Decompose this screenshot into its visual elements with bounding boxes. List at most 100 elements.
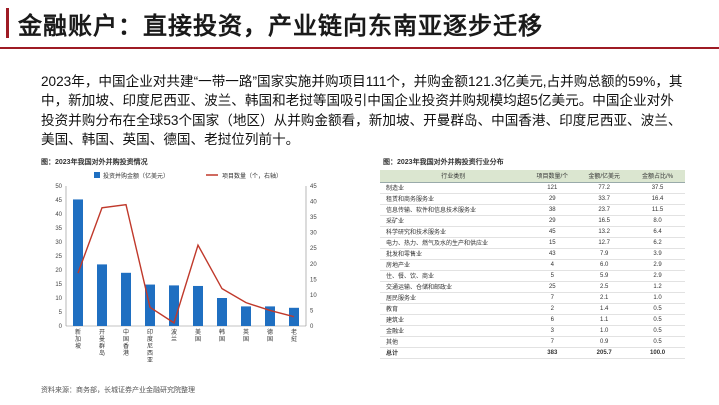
y-tick-right: 25	[310, 246, 317, 252]
table-cell: 16.5	[578, 215, 631, 227]
table-cell: 7.9	[578, 248, 631, 260]
bar	[193, 285, 203, 326]
bar	[169, 285, 179, 326]
y-tick-left: 40	[55, 212, 62, 218]
combo-chart: 投资并购金额（亿美元） 项目数量（个，右轴） 0 5 10 15 20 25 30 35 40 4…	[55, 172, 317, 364]
table-cell: 房地产业	[380, 259, 527, 271]
table-cell: 100.0	[630, 346, 685, 359]
table-cell: 6.4	[630, 226, 685, 238]
table-cell: 13.2	[578, 226, 631, 238]
table-row: 住、餐、饮、商业 5 5.9 2.9	[380, 270, 685, 282]
table-cell: 采矿业	[380, 215, 527, 227]
table-row: 科学研究和技术服务业 45 13.2 6.4	[380, 226, 685, 238]
table-cell: 交通运输、仓储和邮政业	[380, 281, 527, 293]
table-cell: 1.2	[630, 281, 685, 293]
y-tick-left: 20	[55, 268, 62, 274]
table-cell: 6	[526, 314, 579, 326]
bar	[289, 307, 299, 326]
table-cell: 0.5	[630, 303, 685, 315]
y-tick-left: 35	[55, 226, 62, 232]
y-tick-left: 0	[59, 324, 63, 330]
x-tick-label: 老挝	[291, 328, 297, 343]
table-row: 交通运输、仓储和邮政业 25 2.5 1.2	[380, 281, 685, 293]
table-cell: 7	[526, 292, 579, 304]
table-row: 房地产业 4 6.0 2.9	[380, 259, 685, 271]
chart-axes: 0 5 10 15 20 25 30 35 40 45 50 0 5 10 15 20 25 30 35 40 45	[55, 184, 317, 330]
table-cell: 其他	[380, 336, 527, 348]
table-row: 制造业 121 77.2 37.5	[380, 182, 685, 194]
table-header-cell: 项目数量/个	[526, 170, 579, 183]
y-tick-right: 45	[310, 184, 317, 190]
table-cell: 0.5	[630, 314, 685, 326]
table-cell: 租赁和商务服务业	[380, 193, 527, 205]
table-cell: 2	[526, 303, 579, 315]
table-cell: 3	[526, 325, 579, 337]
table-cell: 教育	[380, 303, 527, 315]
table-cell: 16.4	[630, 193, 685, 205]
bar	[121, 272, 131, 326]
chart-bars	[73, 199, 299, 326]
table-cell: 总计	[380, 346, 527, 359]
table-row: 电力、热力、燃气及水的生产和供应业 15 12.7 6.2	[380, 237, 685, 249]
table-cell: 11.5	[630, 204, 685, 216]
legend-line-label: 项目数量（个，右轴）	[222, 172, 282, 180]
table-row: 批发和零售业 43 7.9 3.9	[380, 248, 685, 260]
bar	[241, 306, 251, 326]
y-tick-left: 45	[55, 198, 62, 204]
x-tick-label: 韩国	[219, 328, 225, 343]
x-tick-label: 英国	[243, 328, 249, 343]
table-row: 居民服务业 7 2.1 1.0	[380, 292, 685, 304]
chart-legend: 投资并购金额（亿美元） 项目数量（个，右轴）	[94, 172, 282, 180]
x-tick-label: 德国	[267, 328, 273, 343]
y-tick-right: 5	[310, 308, 314, 314]
chart-x-labels: 新加坡 开曼群岛 中国香港 印度尼西亚 波兰 美国 韩国 英国 德国 老挝	[75, 328, 297, 364]
table-row: 信息传输、软件和信息技术服务业 38 23.7 11.5	[380, 204, 685, 216]
table-cell: 121	[526, 182, 579, 194]
table-cell: 3.9	[630, 248, 685, 260]
table-header-cell: 金额/亿美元	[578, 170, 631, 183]
table-cell: 2.1	[578, 292, 631, 304]
body-paragraph: 2023年，中国企业对共建“一带一路”国家实施并购项目111个，并购金额121.…	[41, 74, 683, 147]
table-cell: 住、餐、饮、商业	[380, 270, 527, 282]
title-bar: 金融账户：直接投资，产业链向东南亚逐步迁移	[0, 0, 719, 49]
table-cell: 45	[526, 226, 579, 238]
bar	[217, 298, 227, 326]
table-cell: 29	[526, 193, 579, 205]
table-row: 金融业 3 1.0 0.5	[380, 325, 685, 337]
y-tick-left: 15	[55, 282, 62, 288]
table-cell: 1.4	[578, 303, 631, 315]
y-tick-right: 40	[310, 200, 317, 206]
left-figure-panel: 投资并购金额（亿美元） 项目数量（个，右轴） 0 5 10 15 20 25 30 35 40 4…	[36, 166, 336, 382]
table-cell: 33.7	[578, 193, 631, 205]
table-cell: 29	[526, 215, 579, 227]
table-cell: 6.2	[630, 237, 685, 249]
table-cell: 2.9	[630, 270, 685, 282]
legend-bar-swatch	[94, 172, 100, 178]
table-cell: 38	[526, 204, 579, 216]
source-note: 资料来源：商务部，长城证券产业金融研究院整理	[41, 387, 195, 394]
x-tick-label: 新加坡	[75, 328, 81, 350]
industry-table-header: 行业类别 项目数量/个 金额/亿美元 金额占比/%	[380, 170, 685, 183]
table-cell: 77.2	[578, 182, 631, 194]
table-cell: 1.0	[630, 292, 685, 304]
table-cell: 205.7	[578, 346, 631, 359]
table-cell: 金融业	[380, 325, 527, 337]
table-cell: 23.7	[578, 204, 631, 216]
table-cell: 12.7	[578, 237, 631, 249]
table-row: 采矿业 29 16.5 8.0	[380, 215, 685, 227]
table-cell: 15	[526, 237, 579, 249]
y-tick-left: 50	[55, 184, 62, 190]
table-cell: 4	[526, 259, 579, 271]
title-divider	[0, 47, 719, 49]
table-cell: 0.9	[578, 336, 631, 348]
y-tick-right: 30	[310, 231, 317, 237]
y-tick-right: 35	[310, 215, 317, 221]
table-cell: 居民服务业	[380, 292, 527, 304]
industry-table-body: 制造业 121 77.2 37.5 租赁和商务服务业 29 33.7 16.4 信息传输、软件和…	[380, 182, 685, 359]
y-tick-right: 20	[310, 262, 317, 268]
y-tick-left: 5	[59, 310, 63, 316]
y-tick-left: 10	[55, 296, 62, 302]
x-tick-label: 开曼群岛	[99, 329, 105, 357]
table-row: 教育 2 1.4 0.5	[380, 303, 685, 315]
industry-table: 行业类别 项目数量/个 金额/亿美元 金额占比/% 制造业 121 77.2 37.5…	[380, 170, 685, 359]
